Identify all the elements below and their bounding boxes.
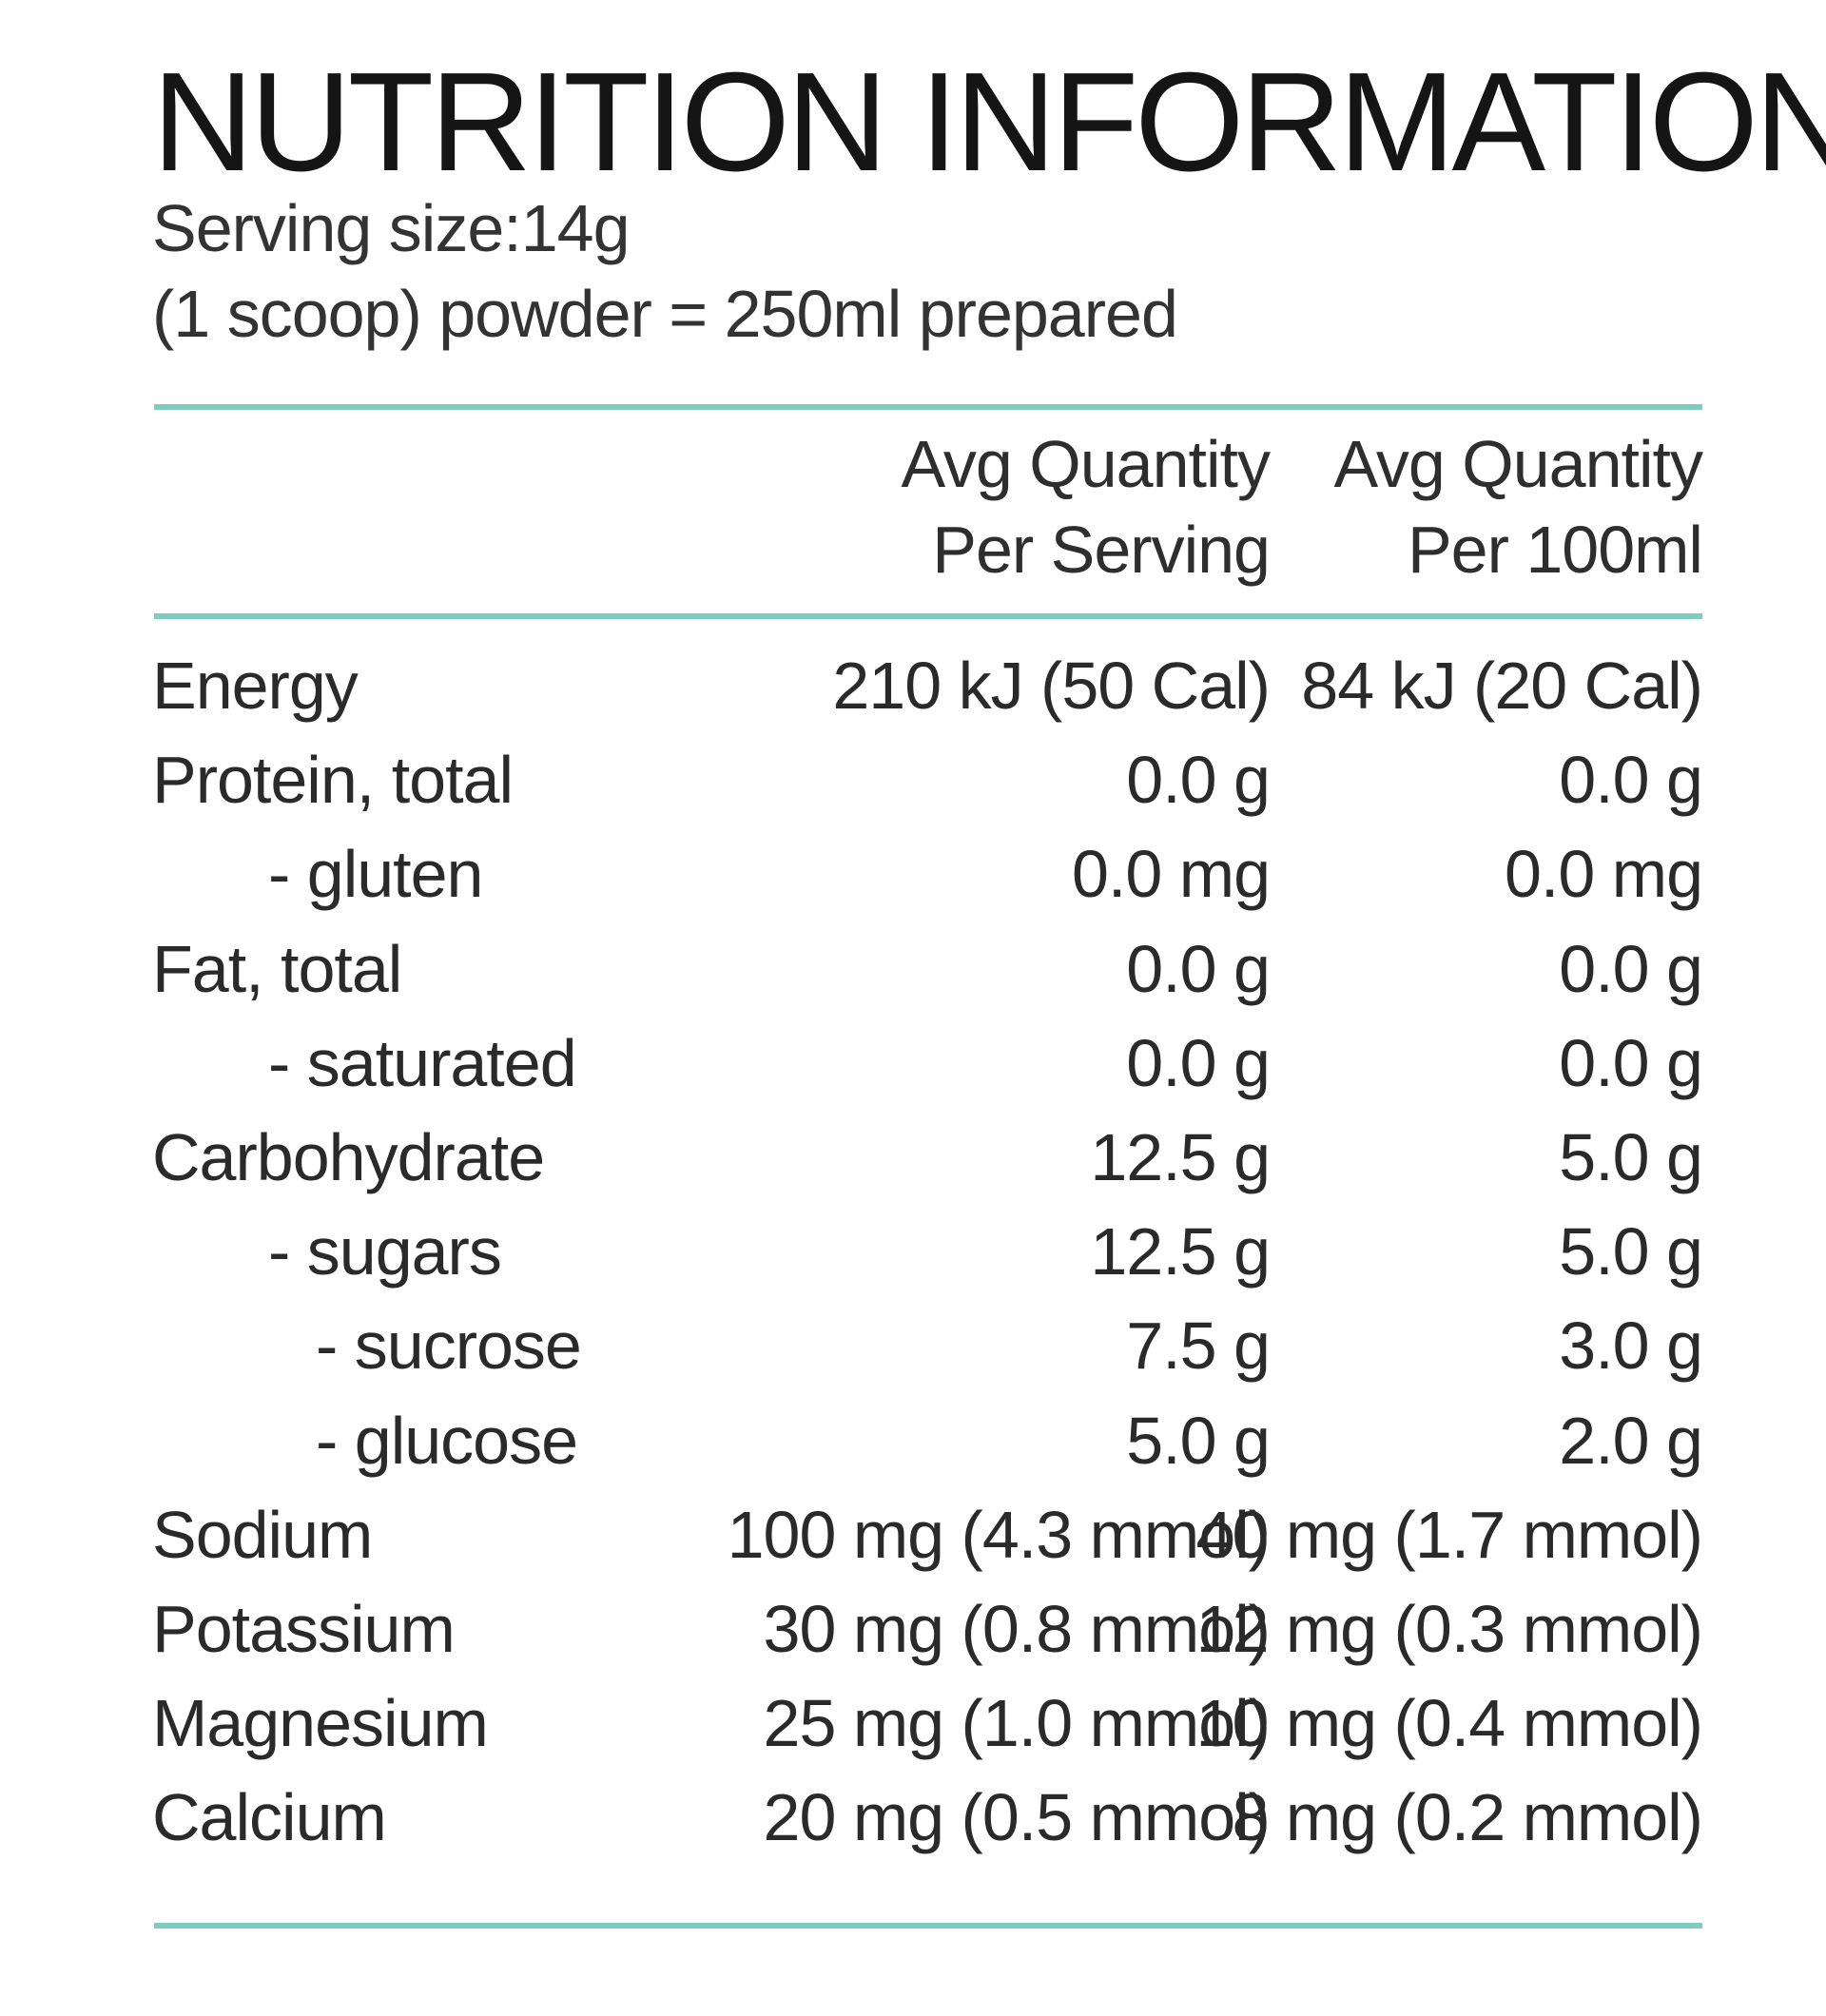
nutrient-name: Magnesium — [152, 1686, 489, 1761]
value-per-100ml: 0.0 g — [1559, 743, 1703, 818]
panel-title: NUTRITION INFORMATION — [152, 44, 1826, 201]
nutrient-name: Potassium — [152, 1591, 456, 1666]
value-per-serving: 0.0 mg — [1072, 837, 1271, 912]
value-per-100ml: 12 mg (0.3 mmol) — [1195, 1591, 1703, 1666]
divider-bottom — [154, 1923, 1702, 1929]
value-per-serving: 12.5 g — [1090, 1214, 1271, 1289]
column-header-per-100ml-line1: Avg Quantity — [1333, 427, 1703, 501]
value-per-100ml: 5.0 g — [1559, 1119, 1703, 1194]
nutrient-name: Energy — [152, 649, 359, 723]
table-row: Carbohydrate 12.5 g 5.0 g — [152, 1111, 1703, 1205]
column-header-per-100ml-line2: Per 100ml — [1407, 513, 1703, 587]
value-per-serving: 210 kJ (50 Cal) — [832, 649, 1271, 723]
table-row: Calcium 20 mg (0.5 mmol) 8 mg (0.2 mmol) — [152, 1771, 1703, 1865]
table-row: Protein, total 0.0 g 0.0 g — [152, 733, 1703, 827]
serving-size: Serving size:14g — [152, 191, 631, 265]
value-per-serving: 100 mg (4.3 mmol) — [727, 1497, 1271, 1572]
value-per-100ml: 40 mg (1.7 mmol) — [1195, 1497, 1703, 1572]
table-row: - sugars 12.5 g 5.0 g — [152, 1205, 1703, 1299]
table-row: - glucose 5.0 g 2.0 g — [152, 1394, 1703, 1488]
value-per-100ml: 84 kJ (20 Cal) — [1301, 649, 1703, 723]
column-header-per-serving: Avg Quantity Per Serving — [902, 421, 1271, 592]
nutrient-name: Fat, total — [152, 931, 402, 1006]
serving-description: (1 scoop) powder = 250ml prepared — [152, 277, 1178, 351]
nutrient-name: Carbohydrate — [152, 1119, 545, 1194]
table-row: Fat, total 0.0 g 0.0 g — [152, 922, 1703, 1017]
nutrient-name: Sodium — [152, 1497, 373, 1572]
value-per-100ml: 3.0 g — [1559, 1308, 1703, 1384]
nutrient-table: Energy 210 kJ (50 Cal) 84 kJ (20 Cal) Pr… — [152, 639, 1703, 1865]
table-row: - saturated 0.0 g 0.0 g — [152, 1017, 1703, 1111]
divider-header — [154, 613, 1702, 619]
value-per-100ml: 0.0 g — [1559, 1025, 1703, 1100]
table-row: - gluten 0.0 mg 0.0 mg — [152, 827, 1703, 921]
value-per-100ml: 2.0 g — [1559, 1403, 1703, 1478]
table-row: - sucrose 7.5 g 3.0 g — [152, 1299, 1703, 1393]
value-per-serving: 30 mg (0.8 mmol) — [763, 1591, 1271, 1666]
value-per-serving: 25 mg (1.0 mmol) — [763, 1686, 1271, 1761]
nutrient-name: - glucose — [316, 1403, 578, 1478]
value-per-serving: 7.5 g — [1126, 1308, 1271, 1384]
column-header-per-serving-line1: Avg Quantity — [901, 427, 1271, 501]
value-per-100ml: 5.0 g — [1559, 1214, 1703, 1289]
divider-top — [154, 404, 1702, 410]
value-per-serving: 12.5 g — [1090, 1119, 1271, 1194]
column-header-per-100ml: Avg Quantity Per 100ml — [1334, 421, 1703, 592]
table-row: Sodium 100 mg (4.3 mmol) 40 mg (1.7 mmol… — [152, 1488, 1703, 1582]
value-per-serving: 0.0 g — [1126, 743, 1271, 818]
value-per-100ml: 0.0 mg — [1505, 837, 1703, 912]
table-row: Energy 210 kJ (50 Cal) 84 kJ (20 Cal) — [152, 639, 1703, 733]
table-row: Magnesium 25 mg (1.0 mmol) 10 mg (0.4 mm… — [152, 1677, 1703, 1771]
column-header-per-serving-line2: Per Serving — [932, 513, 1271, 587]
value-per-100ml: 10 mg (0.4 mmol) — [1195, 1686, 1703, 1761]
nutrient-name: Protein, total — [152, 743, 514, 818]
nutrient-name: - sucrose — [316, 1308, 582, 1384]
value-per-serving: 0.0 g — [1126, 931, 1271, 1006]
value-per-100ml: 0.0 g — [1559, 931, 1703, 1006]
nutrient-name: Calcium — [152, 1780, 387, 1855]
value-per-serving: 0.0 g — [1126, 1025, 1271, 1100]
value-per-serving: 20 mg (0.5 mmol) — [763, 1780, 1271, 1855]
nutrient-name: - gluten — [268, 837, 483, 912]
table-row: Potassium 30 mg (0.8 mmol) 12 mg (0.3 mm… — [152, 1582, 1703, 1677]
nutrient-name: - sugars — [268, 1214, 502, 1289]
value-per-100ml: 8 mg (0.2 mmol) — [1232, 1780, 1703, 1855]
nutrient-name: - saturated — [268, 1025, 577, 1100]
value-per-serving: 5.0 g — [1126, 1403, 1271, 1478]
